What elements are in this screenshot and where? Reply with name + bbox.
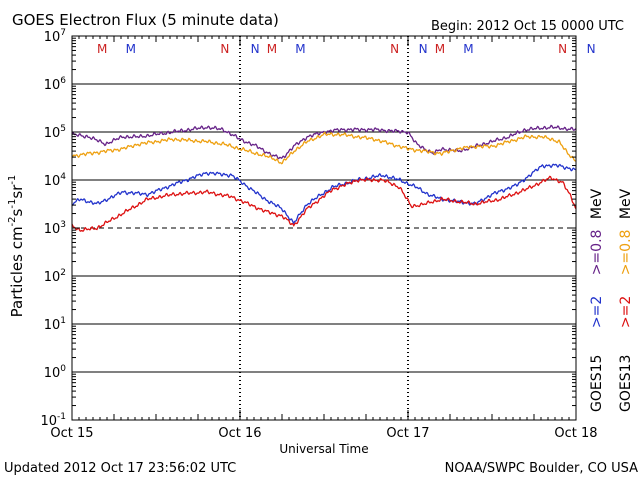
y-tick-exponent: 3 <box>60 220 66 230</box>
noon-marker: N <box>587 42 596 56</box>
begin-time-label: Begin: 2012 Oct 15 0000 UTC <box>431 19 624 34</box>
grid-lines <box>72 83 576 373</box>
noon-marker: N <box>558 42 567 56</box>
x-tick-label: Oct 18 <box>554 426 597 441</box>
noon-marker: M <box>295 42 305 56</box>
series-goes15-0-8-mev <box>71 124 577 160</box>
legend-goes13-unit: MeV <box>618 188 634 219</box>
y-tick-label: 104 <box>44 172 67 189</box>
legend-goes13-low: >=2 <box>618 296 634 328</box>
legend-goes15: GOES15 >=2 >=0.8 MeV <box>589 188 605 412</box>
y-tick-label: 103 <box>44 220 66 237</box>
y-tick-base: 10 <box>44 30 61 45</box>
y-tick-label: 101 <box>44 316 66 333</box>
noon-marker: M <box>97 42 107 56</box>
noon-marker: N <box>390 42 399 56</box>
x-tick-label: Oct 15 <box>50 426 93 441</box>
y-tick-label: 105 <box>44 124 66 141</box>
footer-updated: Updated 2012 Oct 17 23:56:02 UTC <box>4 461 236 476</box>
chart-title: GOES Electron Flux (5 minute data) <box>12 11 279 29</box>
noon-marker: N <box>251 42 260 56</box>
y-tick-exponent: 1 <box>60 316 66 326</box>
y-axis-label-exp-1: -2 <box>7 216 18 226</box>
y-axis-label-exp-3: -1 <box>7 175 18 185</box>
series-goes15-2-mev <box>71 163 577 225</box>
y-tick-base: 10 <box>44 126 61 141</box>
legend-goes13-high: >=0.8 <box>618 230 634 276</box>
y-tick-exponent: -1 <box>57 412 66 422</box>
series-goes13-0-8-mev <box>71 131 577 165</box>
x-tick-label: Oct 17 <box>386 426 429 441</box>
y-tick-base: 10 <box>44 270 61 285</box>
x-tick-label: Oct 16 <box>218 426 261 441</box>
noon-marker: N <box>419 42 428 56</box>
y-tick-label: 10-1 <box>40 412 66 429</box>
noon-marker: M <box>463 42 473 56</box>
day-boundaries <box>239 36 409 420</box>
y-tick-label: 100 <box>44 364 67 381</box>
legend-goes15-sat: GOES15 <box>589 355 605 412</box>
y-tick-exponent: 0 <box>60 364 66 374</box>
noon-marker: M <box>435 42 445 56</box>
y-tick-label: 102 <box>44 268 66 285</box>
data-series <box>71 124 577 232</box>
y-tick-label: 106 <box>44 76 67 93</box>
y-tick-base: 10 <box>44 222 61 237</box>
legend-goes15-low: >=2 <box>589 296 605 328</box>
y-tick-exponent: 7 <box>60 28 66 38</box>
y-tick-exponent: 5 <box>60 124 66 134</box>
legend-goes13: GOES13 >=2 >=0.8 MeV <box>618 188 634 412</box>
y-tick-exponent: 4 <box>60 172 66 182</box>
legend: GOES15 >=2 >=0.8 MeV GOES13 >=2 >=0.8 Me… <box>589 188 634 412</box>
y-tick-base: 10 <box>40 414 57 429</box>
y-tick-base: 10 <box>44 78 61 93</box>
noon-marker: M <box>126 42 136 56</box>
y-tick-exponent: 2 <box>60 268 66 278</box>
y-axis-label-unit-1: Particles cm <box>8 226 26 317</box>
noon-marker: M <box>267 42 277 56</box>
y-axis-label-exp-2: -1 <box>7 199 18 209</box>
legend-goes13-sat: GOES13 <box>618 355 634 412</box>
footer-source: NOAA/SWPC Boulder, CO USA <box>445 461 638 476</box>
y-tick-label: 107 <box>44 28 66 45</box>
y-axis-label: Particles cm-2s-1sr-1 <box>7 175 26 318</box>
y-axis-label-unit-3: sr <box>8 184 26 199</box>
x-axis-ticks: Oct 15 Oct 16 Oct 17 Oct 18 <box>50 36 598 441</box>
y-tick-base: 10 <box>44 318 61 333</box>
noon-marker: N <box>220 42 229 56</box>
y-tick-exponent: 6 <box>60 76 66 86</box>
series-goes13-2-mev <box>71 175 577 232</box>
y-tick-base: 10 <box>44 366 61 381</box>
legend-goes15-unit: MeV <box>589 188 605 219</box>
y-tick-base: 10 <box>44 174 61 189</box>
legend-goes15-high: >=0.8 <box>589 230 605 276</box>
y-axis-label-unit-2: s <box>8 208 26 216</box>
x-axis-label: Universal Time <box>279 442 368 456</box>
